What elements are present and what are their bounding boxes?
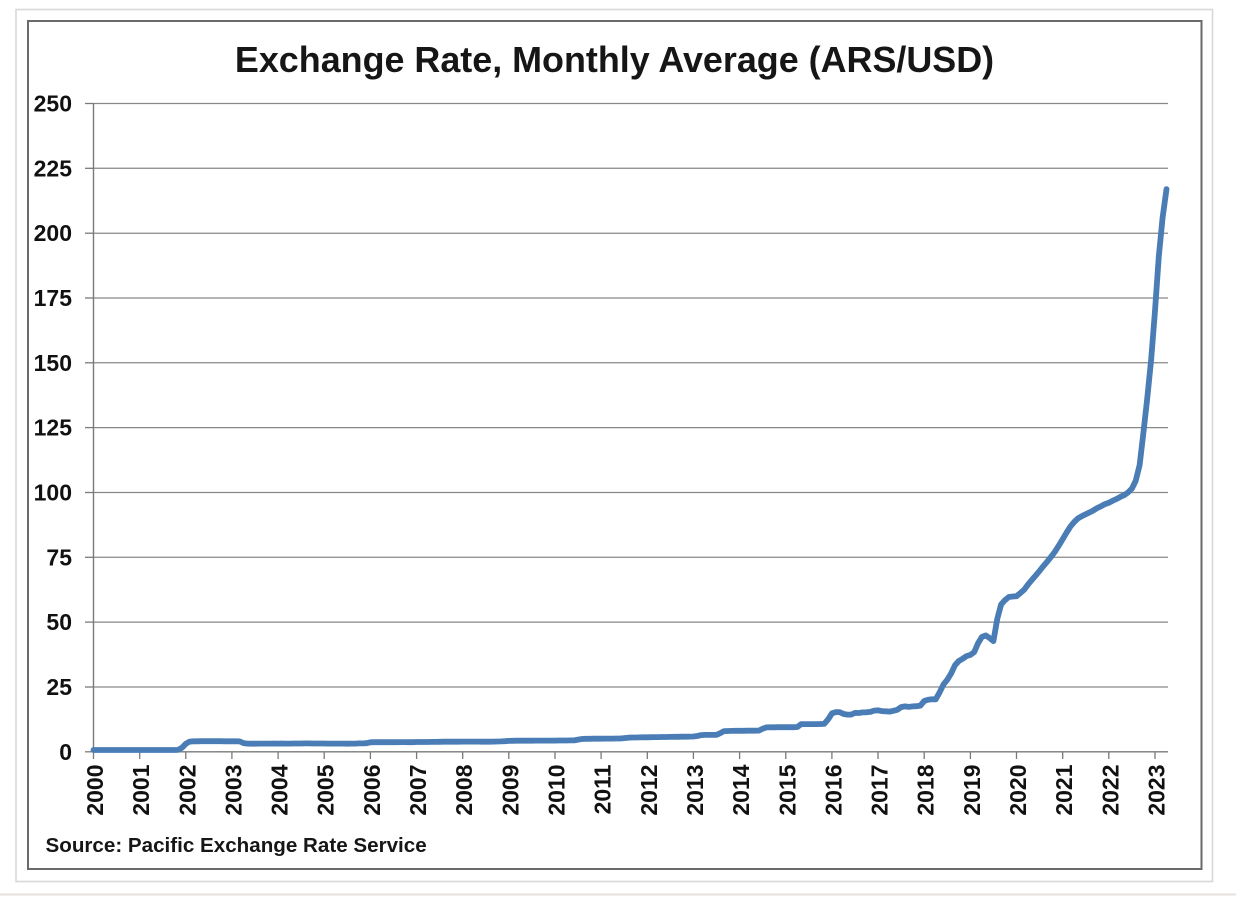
svg-text:0: 0: [59, 739, 72, 765]
svg-text:2000: 2000: [82, 765, 108, 816]
svg-text:Exchange Rate, Monthly Average: Exchange Rate, Monthly Average (ARS/USD): [235, 40, 994, 80]
svg-text:2011: 2011: [590, 764, 616, 814]
svg-text:2002: 2002: [174, 765, 200, 816]
svg-text:2003: 2003: [220, 765, 246, 816]
svg-text:2001: 2001: [128, 764, 154, 815]
svg-text:25: 25: [46, 674, 72, 700]
svg-text:2006: 2006: [359, 765, 385, 816]
svg-text:2023: 2023: [1144, 765, 1170, 816]
svg-text:2019: 2019: [959, 765, 985, 816]
svg-text:200: 200: [34, 220, 72, 246]
svg-text:2014: 2014: [728, 764, 754, 815]
svg-text:2013: 2013: [682, 765, 708, 816]
svg-text:2009: 2009: [497, 765, 523, 816]
svg-text:100: 100: [34, 480, 72, 506]
svg-text:2020: 2020: [1005, 765, 1031, 816]
svg-text:2017: 2017: [867, 765, 893, 816]
svg-text:2015: 2015: [774, 764, 800, 815]
svg-text:2010: 2010: [544, 765, 570, 816]
svg-text:250: 250: [34, 91, 72, 117]
svg-text:225: 225: [34, 155, 73, 181]
svg-text:2021: 2021: [1051, 764, 1077, 815]
svg-text:2004: 2004: [267, 764, 293, 815]
svg-text:125: 125: [34, 415, 73, 441]
svg-text:Source: Pacific Exchange Rate: Source: Pacific Exchange Rate Service: [46, 834, 427, 857]
svg-text:2008: 2008: [451, 764, 477, 815]
svg-text:2005: 2005: [313, 764, 339, 815]
svg-text:2022: 2022: [1097, 765, 1123, 816]
svg-text:2007: 2007: [405, 765, 431, 816]
svg-text:50: 50: [46, 609, 72, 635]
svg-text:2016: 2016: [820, 765, 846, 816]
svg-text:75: 75: [46, 544, 72, 570]
svg-text:175: 175: [34, 285, 73, 311]
svg-text:2012: 2012: [636, 765, 662, 816]
svg-text:150: 150: [34, 350, 72, 376]
svg-text:2018: 2018: [913, 764, 939, 815]
